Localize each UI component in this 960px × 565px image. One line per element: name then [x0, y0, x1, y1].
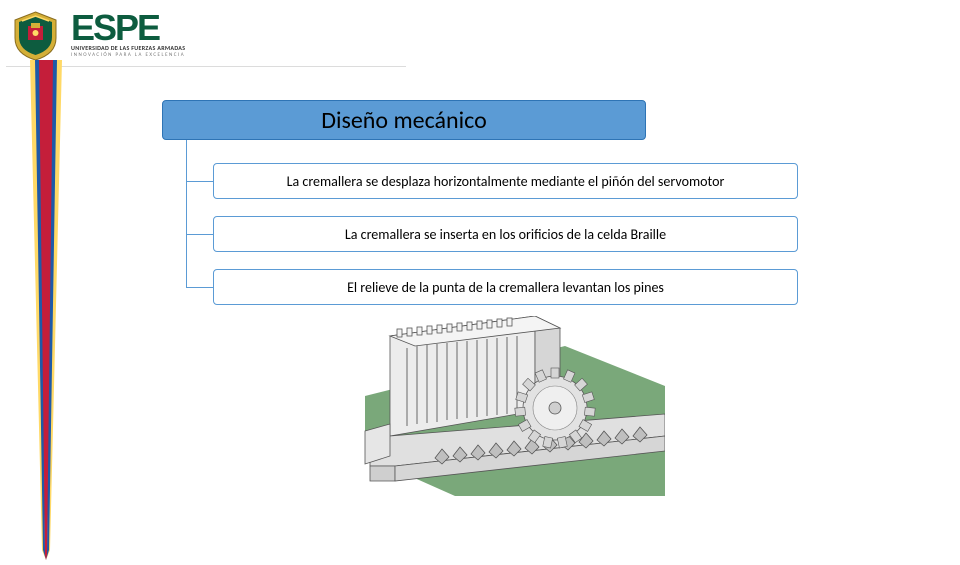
bullet-1-text: La cremallera se desplaza horizontalment… — [287, 173, 725, 190]
bullet-3-text: El relieve de la punta de la cremallera … — [347, 279, 664, 296]
bullet-1: La cremallera se desplaza horizontalment… — [213, 163, 798, 199]
org-subtitle-2: INNOVACIÓN PARA LA EXCELENCIA — [71, 52, 185, 58]
connector-h-2 — [186, 234, 213, 235]
bullet-2-text: La cremallera se inserta en los orificio… — [345, 226, 666, 243]
connector-h-1 — [186, 181, 213, 182]
crest-icon — [8, 8, 63, 63]
org-subtitle-1: UNIVERSIDAD DE LAS FUERZAS ARMADAS — [71, 44, 185, 52]
mechanical-diagram — [335, 316, 665, 496]
header-divider — [6, 66, 406, 67]
stripe-ornament — [26, 60, 66, 560]
logo-text-block: ESPE UNIVERSIDAD DE LAS FUERZAS ARMADAS … — [71, 12, 185, 58]
slide-title-text: Diseño mecánico — [321, 106, 487, 135]
org-name: ESPE — [71, 12, 185, 44]
connector-h-3 — [186, 287, 213, 288]
bullet-3: El relieve de la punta de la cremallera … — [213, 269, 798, 305]
bullet-2: La cremallera se inserta en los orificio… — [213, 216, 798, 252]
connector-vertical — [186, 140, 187, 287]
slide-title: Diseño mecánico — [162, 100, 646, 140]
